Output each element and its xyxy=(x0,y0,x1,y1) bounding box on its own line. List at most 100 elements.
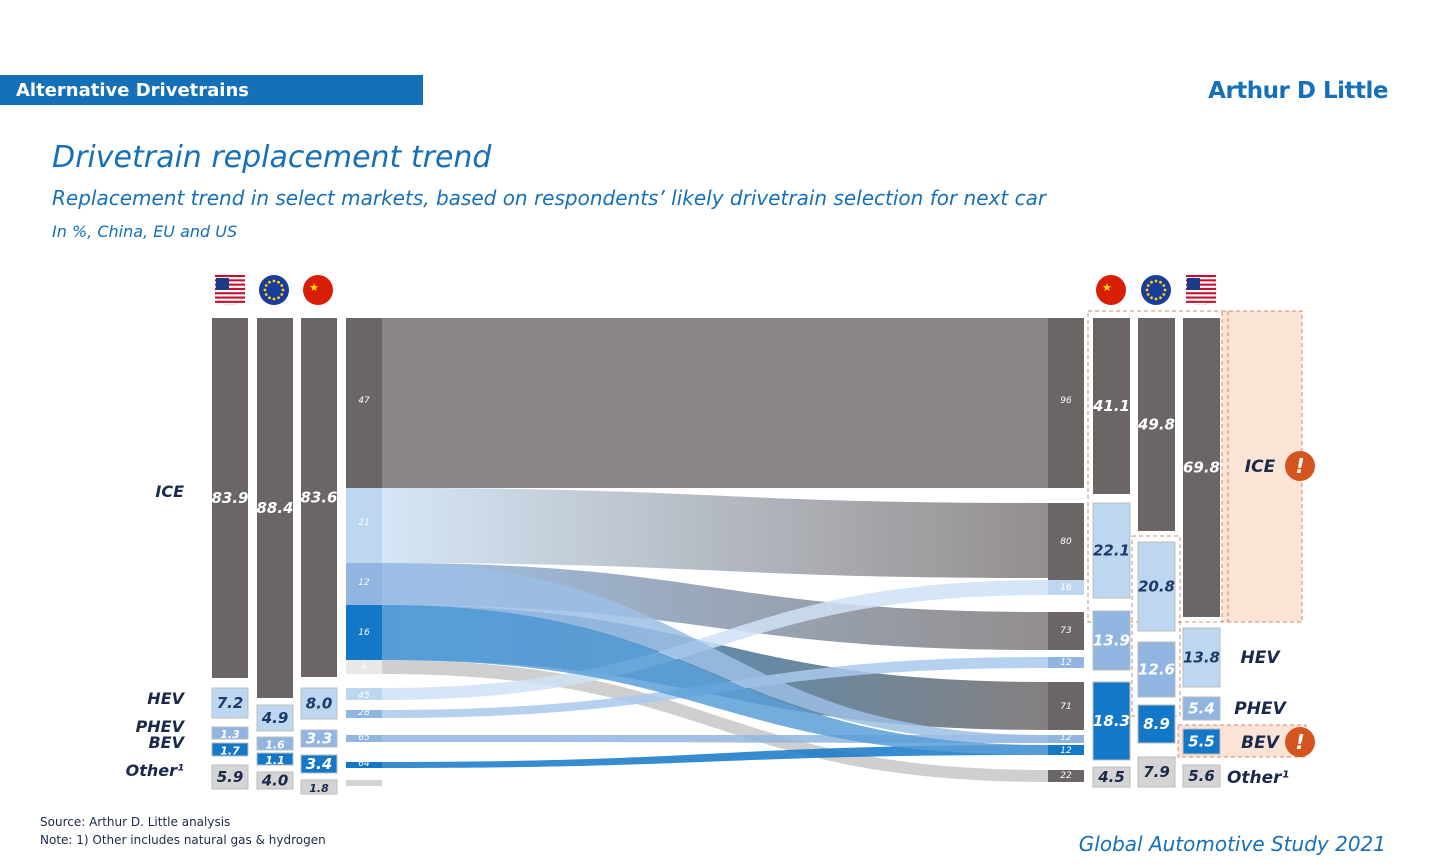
us-flag-stripe xyxy=(1186,292,1216,295)
eu-flag-star xyxy=(1146,293,1150,296)
eu-flag-star xyxy=(272,297,276,301)
china-flag-star: ★ xyxy=(1102,281,1112,294)
bar-current-china-bev xyxy=(300,754,338,774)
category-label-right-ice: ICE xyxy=(1245,457,1276,477)
value-label-current-china-ice: 83.6 xyxy=(300,489,337,507)
flow-source-value: 65 xyxy=(358,733,370,743)
flow-source-node xyxy=(346,605,382,660)
study-name: Global Automotive Study 2021 xyxy=(1078,832,1386,856)
bar-next-us-other xyxy=(1182,764,1221,788)
eu-flag-icon xyxy=(1141,275,1171,305)
bar-next-china-phev xyxy=(1092,610,1131,671)
eu-flag-star xyxy=(1150,280,1153,284)
flow-source-value: 21 xyxy=(358,518,369,528)
eu-flag-star xyxy=(264,293,268,296)
value-label-next-us-ice: 69.8 xyxy=(1183,459,1220,477)
source-note: Source: Arthur D. Little analysis xyxy=(40,815,231,829)
category-label-right-bev: BEV xyxy=(1241,733,1281,753)
flow-source-value: 28 xyxy=(358,708,370,718)
bar-current-us-ice xyxy=(212,318,248,678)
china-flag-circle xyxy=(1096,275,1126,305)
eu-flag-star xyxy=(263,288,267,292)
cn-flag-icon xyxy=(303,275,333,305)
flow-target-value: 12 xyxy=(1060,658,1072,668)
eu-flag-star xyxy=(1154,279,1158,283)
flow-target-node xyxy=(1048,657,1084,668)
us-flag-stripe xyxy=(1186,283,1216,286)
flow-source-value: 12 xyxy=(358,578,370,588)
eu-flag-star xyxy=(1145,288,1149,292)
section-header-bar: Alternative Drivetrains xyxy=(0,75,423,105)
eu-flag-star xyxy=(272,279,276,283)
alert-icon xyxy=(1285,451,1315,481)
flow-target-value: 71 xyxy=(1060,702,1071,712)
flow-source-node xyxy=(346,762,382,768)
eu-flag-icon xyxy=(259,275,289,305)
flow-band xyxy=(382,563,1048,743)
bar-current-china-phev xyxy=(300,729,338,748)
flow-source-value: 16 xyxy=(358,628,370,638)
us-flag-canton xyxy=(1187,278,1200,290)
us-flag-stripe xyxy=(215,287,245,290)
value-label-current-us-bev: 1.7 xyxy=(220,745,240,758)
us-flag-stripe xyxy=(1186,275,1216,278)
flow-source-value: 4 xyxy=(361,662,367,672)
flow-target-node xyxy=(1048,318,1084,488)
value-label-next-eu-ice: 49.8 xyxy=(1137,416,1175,434)
bar-current-china-hev xyxy=(300,687,338,720)
category-label-left-ice: ICE xyxy=(155,482,184,501)
bar-current-china-other xyxy=(300,779,338,795)
flow-target-node xyxy=(1048,612,1084,650)
flow-source-node xyxy=(346,688,382,700)
flow-source-value: 45 xyxy=(358,691,370,701)
bar-next-us-phev xyxy=(1182,696,1221,721)
china-flag-star: ★ xyxy=(309,281,319,294)
us-flag-stripe xyxy=(215,275,245,278)
flow-band xyxy=(382,605,1048,755)
value-label-next-eu-bev: 8.9 xyxy=(1143,715,1170,733)
company-logo: Arthur D Little xyxy=(1208,78,1388,104)
bar-current-us-hev xyxy=(211,687,249,719)
flow-source-value: 47 xyxy=(358,396,370,406)
flow-target-node xyxy=(1048,580,1084,595)
category-label-left-hev: HEV xyxy=(147,689,185,708)
value-label-next-eu-other: 7.9 xyxy=(1143,763,1170,781)
flow-target-value: 22 xyxy=(1060,771,1072,781)
eu-flag-star xyxy=(1163,288,1167,292)
value-label-next-china-other: 4.5 xyxy=(1097,768,1125,786)
eu-flag-star xyxy=(1154,297,1158,301)
eu-flag-star xyxy=(1159,296,1162,300)
eu-flag-star xyxy=(280,284,284,287)
flow-band xyxy=(382,580,1048,700)
eu-flag-star xyxy=(277,296,280,300)
eu-flag-star xyxy=(1162,293,1166,296)
flow-target-value: 12 xyxy=(1060,746,1072,756)
value-label-current-china-other: 1.8 xyxy=(309,782,329,795)
flow-source-node xyxy=(346,488,382,563)
us-flag-icon xyxy=(1185,274,1217,306)
bar-next-eu-other xyxy=(1137,756,1176,788)
category-label-left-bev: BEV xyxy=(148,733,185,752)
value-label-current-china-hev: 8.0 xyxy=(306,695,333,713)
bar-next-us-bev xyxy=(1182,728,1221,755)
eu-flag-star xyxy=(277,280,280,284)
section-header-label: Alternative Drivetrains xyxy=(16,80,249,101)
flow-target-node xyxy=(1048,770,1084,782)
value-label-next-eu-hev: 20.8 xyxy=(1138,578,1175,596)
other-note: Note: 1) Other includes natural gas & hy… xyxy=(40,833,326,847)
eu-flag-circle xyxy=(1141,275,1171,305)
eu-flag-circle xyxy=(259,275,289,305)
eu-flag-star xyxy=(1146,284,1150,287)
flow-source-node xyxy=(346,563,382,605)
value-label-current-china-bev: 3.4 xyxy=(306,755,333,773)
value-label-current-eu-hev: 4.9 xyxy=(261,709,289,727)
bar-next-china-other xyxy=(1092,766,1131,788)
flow-target-node xyxy=(1048,735,1084,743)
flow-source-node xyxy=(346,710,382,718)
eu-flag-star xyxy=(268,280,271,284)
category-label-left-other: Other¹ xyxy=(126,761,184,780)
eu-flag-star xyxy=(281,288,285,292)
value-label-next-china-bev: 18.3 xyxy=(1093,712,1130,730)
flow-band xyxy=(382,488,1048,578)
flow-target-value: 96 xyxy=(1060,396,1072,406)
